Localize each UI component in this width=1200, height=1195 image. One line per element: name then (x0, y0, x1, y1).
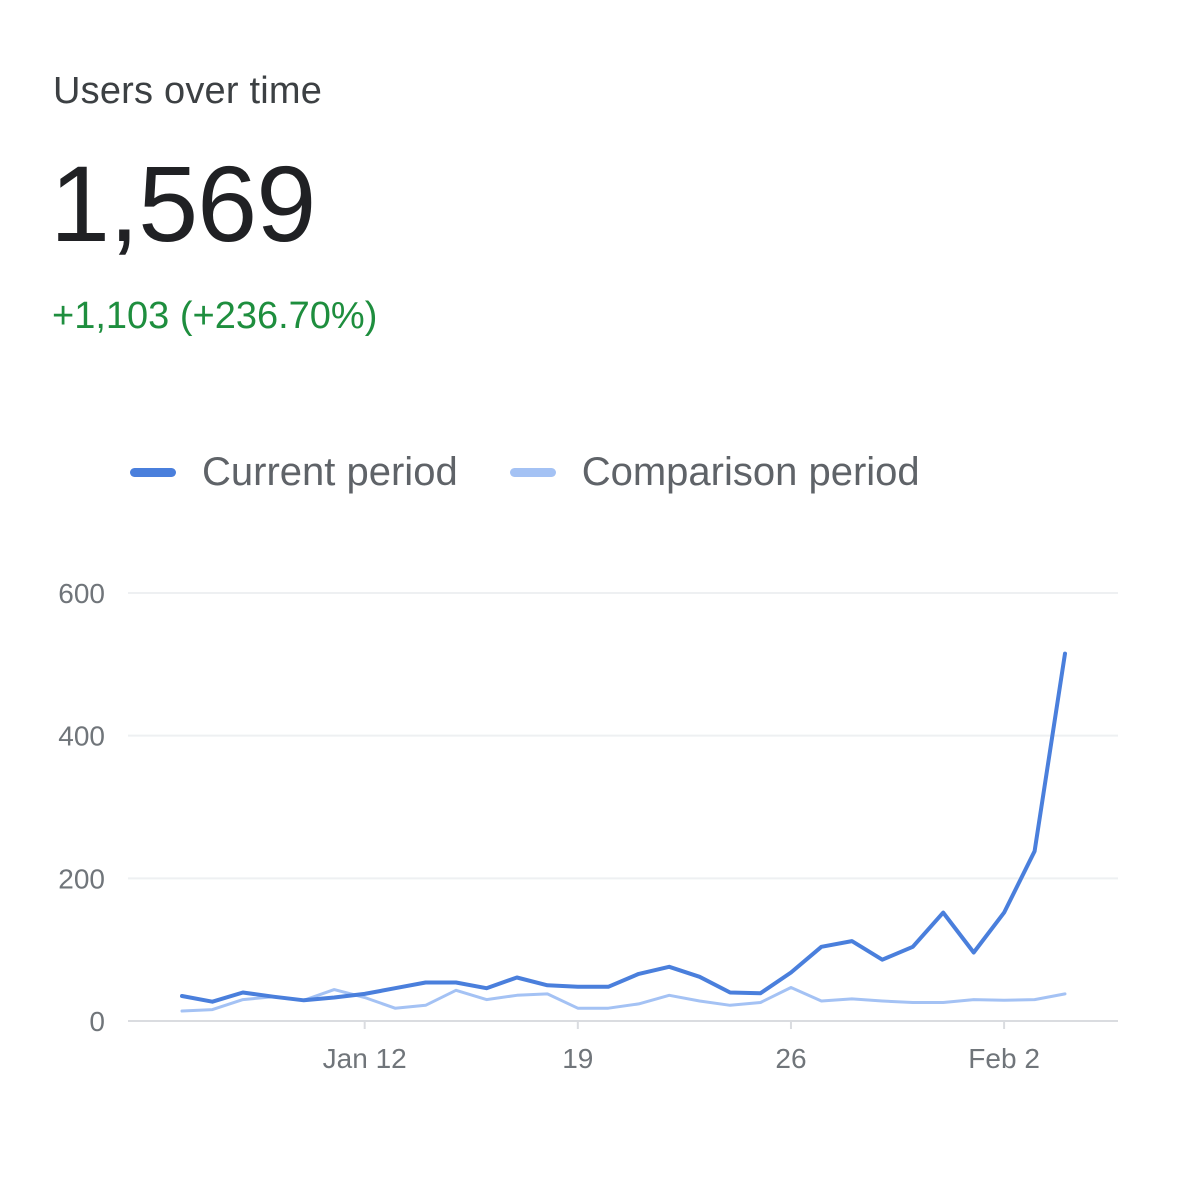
comparison-point (697, 998, 703, 1004)
comparison-point (636, 1001, 642, 1007)
current-point (605, 984, 611, 990)
y-tick-label: 0 (89, 1006, 105, 1037)
comparison-point (392, 1005, 398, 1011)
current-point (727, 989, 733, 995)
current-point (392, 985, 398, 991)
comparison-point (605, 1005, 611, 1011)
legend-label-comparison: Comparison period (581, 450, 920, 494)
comparison-point (483, 997, 489, 1003)
comparison-point (544, 991, 550, 997)
current-point (666, 964, 672, 970)
current-point (423, 979, 429, 985)
x-tick-label: 26 (775, 1043, 806, 1074)
current-point (240, 989, 246, 995)
current-point (697, 974, 703, 980)
comparison-point (1062, 991, 1068, 997)
current-point (331, 994, 337, 1000)
y-tick-label: 600 (58, 578, 105, 609)
current-period-line[interactable] (180, 651, 1067, 1004)
current-point (514, 974, 520, 980)
legend-item-current[interactable]: Current period (130, 450, 458, 495)
current-point (301, 997, 307, 1003)
comparison-point (575, 1005, 581, 1011)
comparison-point (453, 987, 459, 993)
chart-legend: Current period Comparison period (130, 450, 972, 495)
total-users-value: 1,569 (50, 143, 316, 264)
current-point (940, 910, 946, 916)
current-point (971, 950, 977, 956)
legend-item-comparison[interactable]: Comparison period (509, 450, 920, 495)
comparison-point (514, 992, 520, 998)
current-point (483, 985, 489, 991)
current-point (453, 979, 459, 985)
x-tick-label: 19 (562, 1043, 593, 1074)
current-point (1001, 910, 1007, 916)
comparison-point (727, 1002, 733, 1008)
current-point (849, 938, 855, 944)
comparison-point (910, 999, 916, 1005)
comparison-point (331, 987, 337, 993)
current-point (818, 944, 824, 950)
current-point (636, 971, 642, 977)
current-point (758, 990, 764, 996)
legend-label-current: Current period (202, 450, 458, 494)
comparison-point (423, 1002, 429, 1008)
change-delta: +1,103 (+236.70%) (52, 295, 378, 337)
comparison-point (849, 996, 855, 1002)
current-point (362, 991, 368, 997)
current-period-swatch (130, 468, 176, 477)
current-point (209, 999, 215, 1005)
current-point (1062, 651, 1068, 657)
comparison-period-swatch (509, 468, 556, 477)
current-point (575, 984, 581, 990)
y-tick-label: 200 (58, 863, 105, 894)
comparison-point (788, 984, 794, 990)
current-point (1032, 848, 1038, 854)
comparison-point (758, 999, 764, 1005)
comparison-point (818, 998, 824, 1004)
current-point (544, 982, 550, 988)
comparison-point (940, 999, 946, 1005)
card-title: Users over time (53, 70, 323, 112)
y-tick-label: 400 (58, 721, 105, 752)
current-point (879, 957, 885, 963)
comparison-point (879, 998, 885, 1004)
current-point (910, 944, 916, 950)
current-point (179, 993, 185, 999)
x-tick-label: Feb 2 (968, 1043, 1040, 1074)
comparison-period-line[interactable] (180, 986, 1067, 1013)
comparison-point (1001, 997, 1007, 1003)
comparison-point (240, 997, 246, 1003)
comparison-point (666, 992, 672, 998)
current-point (788, 969, 794, 975)
comparison-point (179, 1008, 185, 1014)
x-tick-label: Jan 12 (323, 1043, 407, 1074)
comparison-point (971, 997, 977, 1003)
comparison-point (209, 1007, 215, 1013)
comparison-point (1032, 997, 1038, 1003)
current-point (270, 994, 276, 1000)
